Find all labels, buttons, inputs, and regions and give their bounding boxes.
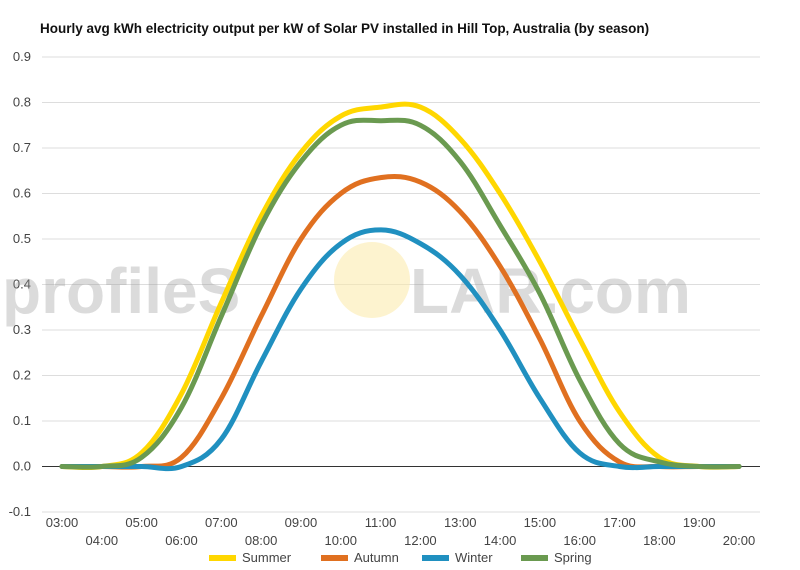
series-line-winter — [59, 227, 742, 472]
legend: Summer Autumn Winter Spring — [209, 550, 592, 565]
watermark-text-left: profileS — [2, 255, 240, 327]
series-line-autumn — [59, 173, 742, 470]
y-axis-ticks: 0.9 0.8 0.7 0.6 0.5 0.4 0.3 0.2 0.1 0.0 -0.1 — [9, 49, 31, 519]
x-tick-label: 20:00 — [723, 533, 756, 548]
legend-label-winter: Winter — [455, 550, 493, 565]
x-tick-label: 13:00 — [444, 515, 477, 530]
x-axis-ticks: 03:00 05:00 07:00 09:00 11:00 13:00 15:00 17:00… — [46, 515, 756, 548]
x-tick-label: 11:00 — [365, 515, 397, 530]
y-tick-label: 0.7 — [13, 140, 31, 155]
series-lines — [59, 101, 742, 472]
legend-label-spring: Spring — [554, 550, 592, 565]
y-tick-label: 0.8 — [13, 95, 31, 110]
y-tick-label: 0.4 — [13, 277, 31, 292]
legend-swatch-summer — [209, 555, 236, 561]
x-tick-label: 03:00 — [46, 515, 79, 530]
watermark: profileS LAR.com — [2, 242, 691, 327]
watermark-sun-icon — [334, 242, 410, 318]
x-tick-label: 12:00 — [404, 533, 437, 548]
chart-title: Hourly avg kWh electricity output per kW… — [40, 21, 649, 36]
y-tick-label: 0.5 — [13, 231, 31, 246]
legend-swatch-spring — [521, 555, 548, 561]
x-tick-label: 09:00 — [285, 515, 318, 530]
series-line-spring — [59, 117, 742, 470]
y-tick-label: 0.9 — [13, 49, 31, 64]
legend-label-summer: Summer — [242, 550, 292, 565]
y-tick-label: 0.3 — [13, 322, 31, 337]
legend-swatch-winter — [422, 555, 449, 561]
x-tick-label: 05:00 — [125, 515, 158, 530]
x-tick-label: 19:00 — [683, 515, 716, 530]
y-tick-label: -0.1 — [9, 504, 31, 519]
x-tick-label: 17:00 — [603, 515, 636, 530]
y-tick-label: 0.6 — [13, 186, 31, 201]
y-tick-label: 0.1 — [13, 413, 31, 428]
x-tick-label: 06:00 — [165, 533, 198, 548]
x-tick-label: 04:00 — [86, 533, 119, 548]
x-tick-label: 08:00 — [245, 533, 278, 548]
x-tick-label: 07:00 — [205, 515, 238, 530]
x-tick-label: 10:00 — [324, 533, 357, 548]
x-tick-label: 18:00 — [643, 533, 676, 548]
y-tick-label: 0.2 — [13, 368, 31, 383]
y-tick-label: 0.0 — [13, 459, 31, 474]
x-tick-label: 15:00 — [524, 515, 557, 530]
series-line-summer — [59, 101, 742, 471]
x-tick-label: 14:00 — [484, 533, 517, 548]
x-tick-label: 16:00 — [563, 533, 596, 548]
legend-label-autumn: Autumn — [354, 550, 399, 565]
legend-swatch-autumn — [321, 555, 348, 561]
